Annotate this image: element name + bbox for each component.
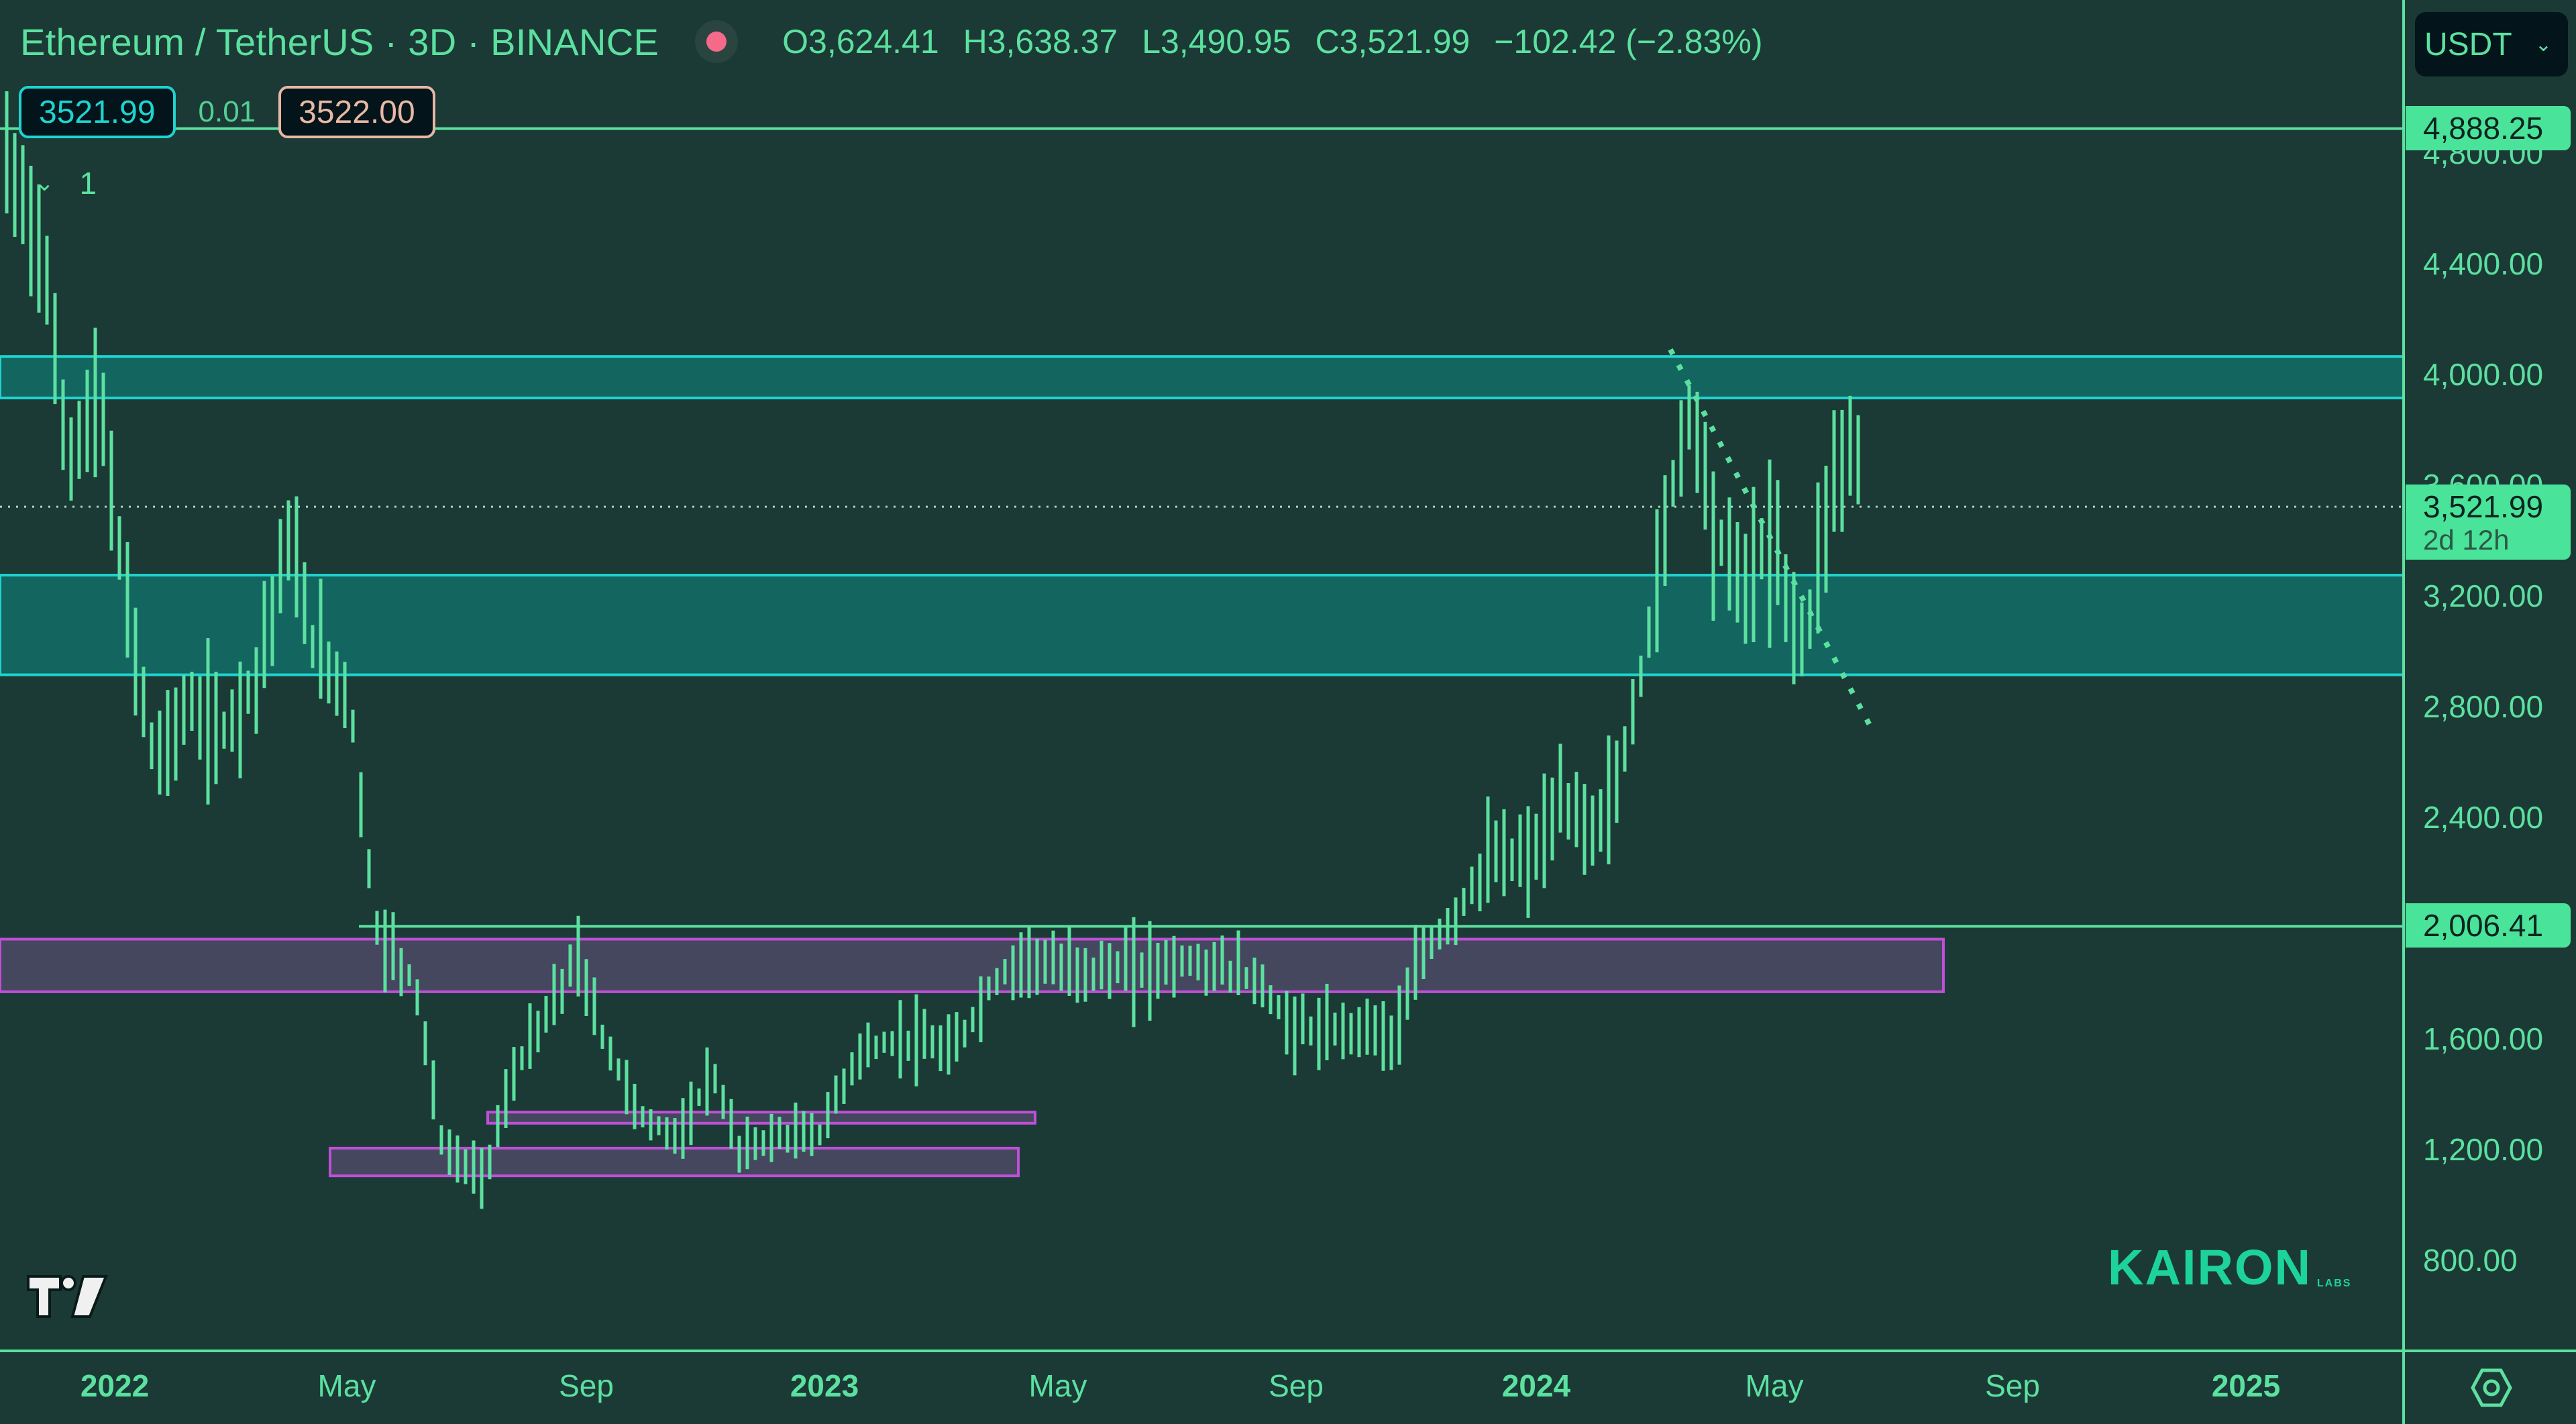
price-tick-label: 1,200.00 bbox=[2423, 1132, 2544, 1167]
indicators-collapse[interactable]: ⌄ 1 bbox=[35, 165, 97, 201]
trendline[interactable] bbox=[1668, 348, 1874, 730]
symbol-header: Ethereum / TetherUS · 3D · BINANCE O3,62… bbox=[20, 15, 1778, 68]
time-tick-label: 2025 bbox=[2211, 1368, 2281, 1403]
ohlc-low: L3,490.95 bbox=[1142, 23, 1291, 60]
price-tick-label: 800.00 bbox=[2423, 1243, 2518, 1278]
support-level-value: 2,006.41 bbox=[2423, 908, 2544, 943]
descending-trendline[interactable] bbox=[1668, 348, 1874, 730]
lower-teal-zone[interactable] bbox=[0, 574, 2405, 676]
upper-teal-zone[interactable] bbox=[0, 355, 2405, 400]
time-tick-label: Sep bbox=[559, 1368, 614, 1403]
time-tick-label: May bbox=[1745, 1368, 1804, 1403]
zones-layer bbox=[0, 355, 2405, 1178]
market-status-indicator[interactable] bbox=[695, 20, 739, 63]
current-price-value: 3,521.99 bbox=[2423, 489, 2544, 524]
market-closed-dot-icon bbox=[706, 32, 727, 52]
time-tick-label: May bbox=[1028, 1368, 1087, 1403]
time-tick-label: Sep bbox=[1985, 1368, 2040, 1403]
currency-value: USDT bbox=[2424, 26, 2512, 62]
time-tick-label: 2022 bbox=[80, 1368, 150, 1403]
symbol-title[interactable]: Ethereum / TetherUS · 3D · BINANCE bbox=[20, 20, 659, 63]
bar-countdown: 2d 12h bbox=[2423, 524, 2510, 556]
price-tick-label: 2,400.00 bbox=[2423, 800, 2544, 835]
ohlc-change: −102.42 (−2.83%) bbox=[1494, 23, 1763, 60]
chevron-down-icon: ⌄ bbox=[35, 170, 54, 196]
time-tick-label: 2023 bbox=[790, 1368, 859, 1403]
currency-select[interactable]: USDT ⌄ bbox=[2415, 12, 2568, 77]
chevron-down-icon: ⌄ bbox=[2534, 33, 2552, 56]
price-tick-label: 4,400.00 bbox=[2423, 246, 2544, 281]
ohlc-bars bbox=[5, 91, 1860, 1209]
purple-zone-main[interactable] bbox=[0, 937, 1945, 993]
current-price-badge: 3,521.99 2d 12h bbox=[2406, 485, 2571, 560]
ohlc-open: O3,624.41 bbox=[782, 23, 939, 60]
high-level-value: 4,888.25 bbox=[2423, 111, 2544, 146]
price-tick-label: 2,800.00 bbox=[2423, 689, 2544, 724]
watermark-main: KAIRON bbox=[2108, 1239, 2312, 1295]
chart-settings-button[interactable] bbox=[2469, 1365, 2514, 1411]
tradingview-logo-icon[interactable] bbox=[25, 1272, 109, 1323]
quote-panel: 3521.99 0.01 3522.00 bbox=[19, 83, 435, 141]
purple-zone-small[interactable] bbox=[486, 1111, 1036, 1125]
buy-button[interactable]: 3522.00 bbox=[278, 86, 435, 138]
price-tick-label: 1,600.00 bbox=[2423, 1021, 2544, 1056]
settings-hexagon-icon bbox=[2471, 1368, 2512, 1407]
spread-value: 0.01 bbox=[198, 95, 256, 128]
price-tick-label: 3,200.00 bbox=[2423, 578, 2544, 613]
time-tick-label: Sep bbox=[1269, 1368, 1324, 1403]
ohlc-values: O3,624.41 H3,638.37 L3,490.95 C3,521.99 … bbox=[782, 22, 1777, 61]
ohlc-close: C3,521.99 bbox=[1315, 23, 1470, 60]
kairon-watermark: KAIRON LABS bbox=[2108, 1243, 2351, 1292]
support-level-badge: 2,006.41 bbox=[2406, 903, 2571, 948]
time-tick-label: May bbox=[317, 1368, 376, 1403]
time-tick-label: 2024 bbox=[1501, 1368, 1571, 1403]
sell-button[interactable]: 3521.99 bbox=[19, 86, 176, 138]
price-tick-label: 4,000.00 bbox=[2423, 357, 2544, 392]
ohlc-high: H3,638.37 bbox=[963, 23, 1118, 60]
watermark-sub: LABS bbox=[2316, 1278, 2352, 1289]
indicator-count: 1 bbox=[79, 166, 97, 201]
high-level-badge: 4,888.25 bbox=[2406, 106, 2571, 150]
